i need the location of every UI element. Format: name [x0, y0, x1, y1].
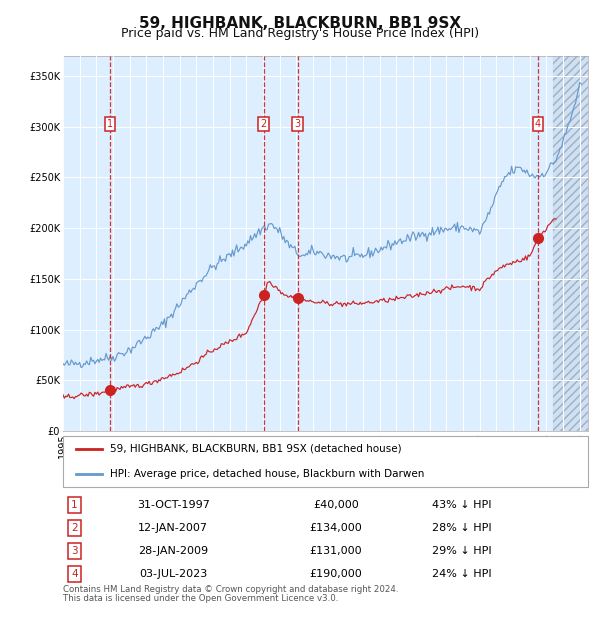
Text: 59, HIGHBANK, BLACKBURN, BB1 9SX (detached house): 59, HIGHBANK, BLACKBURN, BB1 9SX (detach… [110, 443, 402, 454]
Text: Price paid vs. HM Land Registry's House Price Index (HPI): Price paid vs. HM Land Registry's House … [121, 27, 479, 40]
Text: Contains HM Land Registry data © Crown copyright and database right 2024.: Contains HM Land Registry data © Crown c… [63, 585, 398, 594]
Bar [553, 56, 588, 431]
Text: £131,000: £131,000 [310, 546, 362, 556]
Text: £40,000: £40,000 [313, 500, 359, 510]
Text: 24% ↓ HPI: 24% ↓ HPI [432, 569, 492, 579]
Text: 3: 3 [71, 546, 78, 556]
Bar [553, 56, 588, 431]
Text: This data is licensed under the Open Government Licence v3.0.: This data is licensed under the Open Gov… [63, 594, 338, 603]
FancyBboxPatch shape [63, 436, 588, 487]
Text: 59, HIGHBANK, BLACKBURN, BB1 9SX: 59, HIGHBANK, BLACKBURN, BB1 9SX [139, 16, 461, 30]
Text: 3: 3 [295, 118, 301, 129]
Text: 29% ↓ HPI: 29% ↓ HPI [432, 546, 492, 556]
Text: 4: 4 [535, 118, 541, 129]
Text: £190,000: £190,000 [310, 569, 362, 579]
Text: 28% ↓ HPI: 28% ↓ HPI [432, 523, 492, 533]
Text: £134,000: £134,000 [310, 523, 362, 533]
Text: 2: 2 [71, 523, 78, 533]
Text: 4: 4 [71, 569, 78, 579]
Text: 1: 1 [107, 118, 113, 129]
Text: 31-OCT-1997: 31-OCT-1997 [137, 500, 209, 510]
Text: 2: 2 [260, 118, 267, 129]
Text: 12-JAN-2007: 12-JAN-2007 [138, 523, 208, 533]
Text: 03-JUL-2023: 03-JUL-2023 [139, 569, 208, 579]
Text: 1: 1 [71, 500, 78, 510]
Text: HPI: Average price, detached house, Blackburn with Darwen: HPI: Average price, detached house, Blac… [110, 469, 425, 479]
Text: 28-JAN-2009: 28-JAN-2009 [138, 546, 208, 556]
Text: 43% ↓ HPI: 43% ↓ HPI [432, 500, 492, 510]
